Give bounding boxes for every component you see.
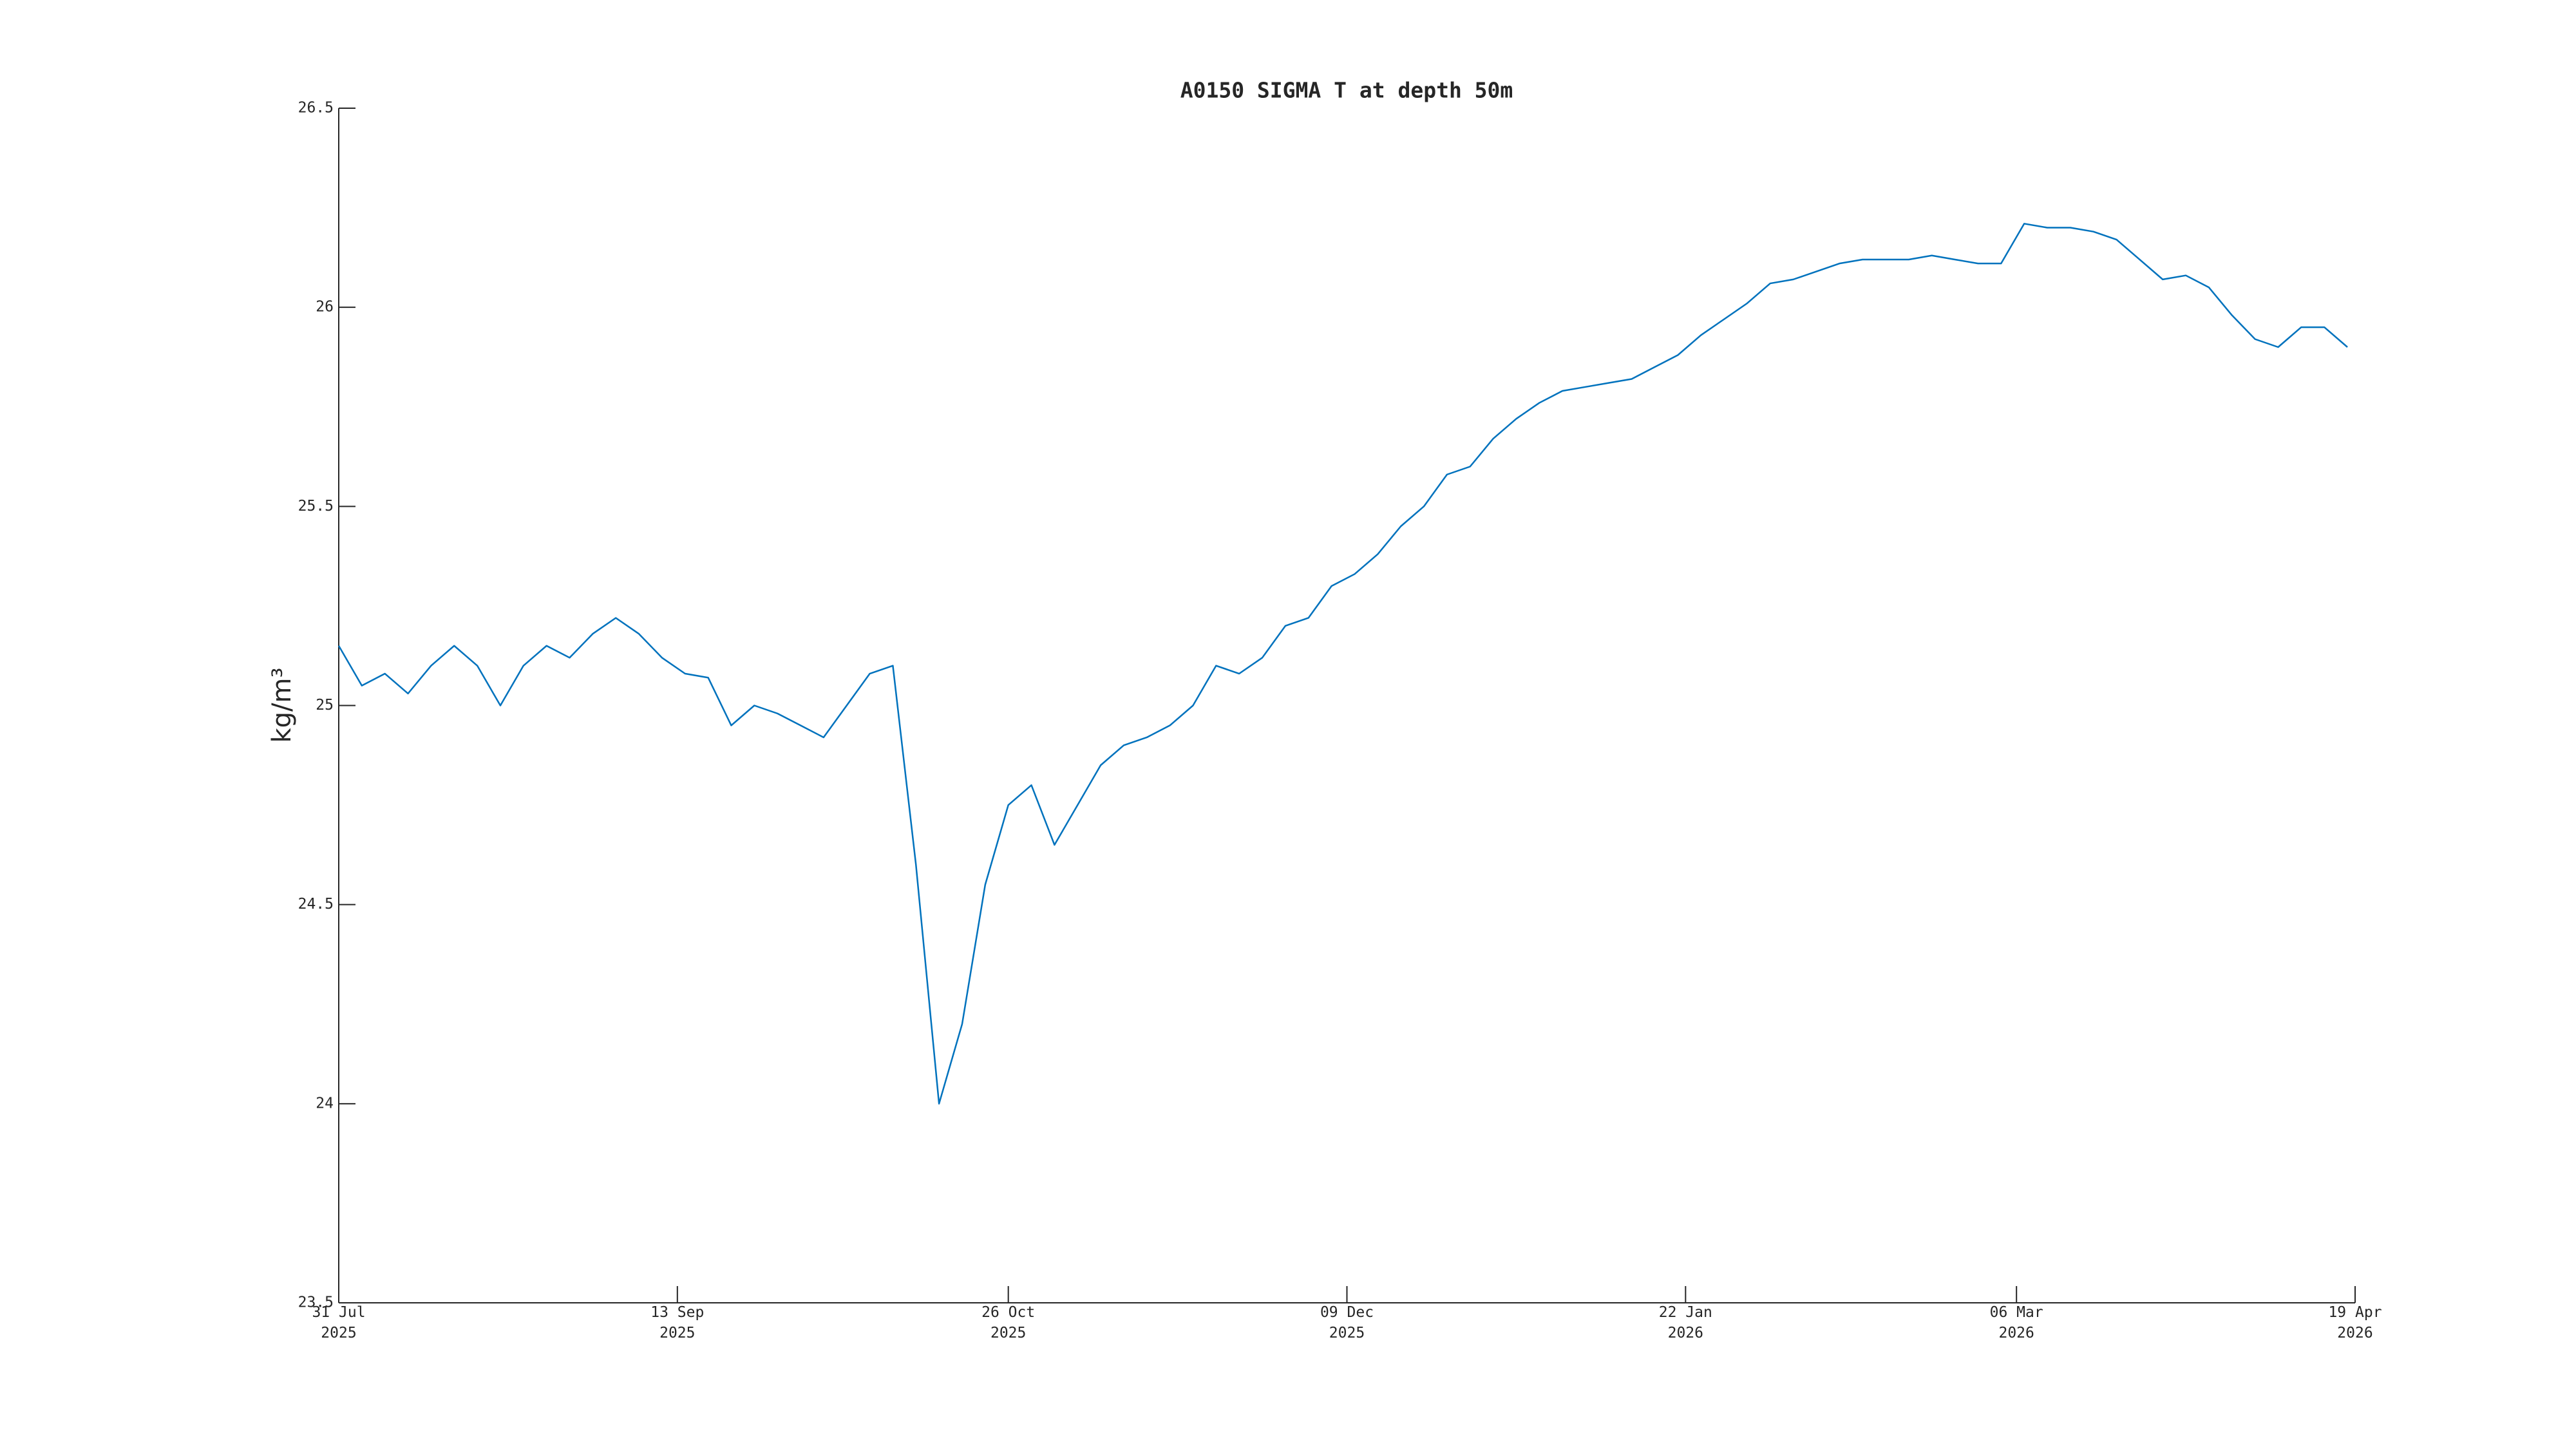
- y-tick-label: 26: [316, 299, 334, 316]
- y-tick-label: 23.5: [298, 1294, 334, 1311]
- y-tick-label: 25.5: [298, 498, 334, 515]
- y-tick-label: 26.5: [298, 100, 334, 117]
- x-tick-label: 13 Sep 2025: [650, 1304, 704, 1341]
- x-tick-label: 19 Apr 2026: [2328, 1304, 2382, 1341]
- y-tick-label: 24.5: [298, 896, 334, 913]
- x-tick-label: 22 Jan 2026: [1659, 1304, 1712, 1341]
- x-tick-label: 31 Jul 2025: [312, 1304, 365, 1341]
- x-tick-label: 06 Mar 2026: [1990, 1304, 2043, 1341]
- y-tick-label: 24: [316, 1095, 334, 1112]
- y-tick-label: 25: [316, 697, 334, 714]
- x-tick-label: 09 Dec 2025: [1320, 1304, 1374, 1341]
- y-axis-label: kg/m³: [267, 667, 297, 743]
- data-line: [337, 223, 2348, 1105]
- x-tick-label: 26 Oct 2025: [981, 1304, 1035, 1341]
- chart-title: A0150 SIGMA T at depth 50m: [1180, 78, 1513, 103]
